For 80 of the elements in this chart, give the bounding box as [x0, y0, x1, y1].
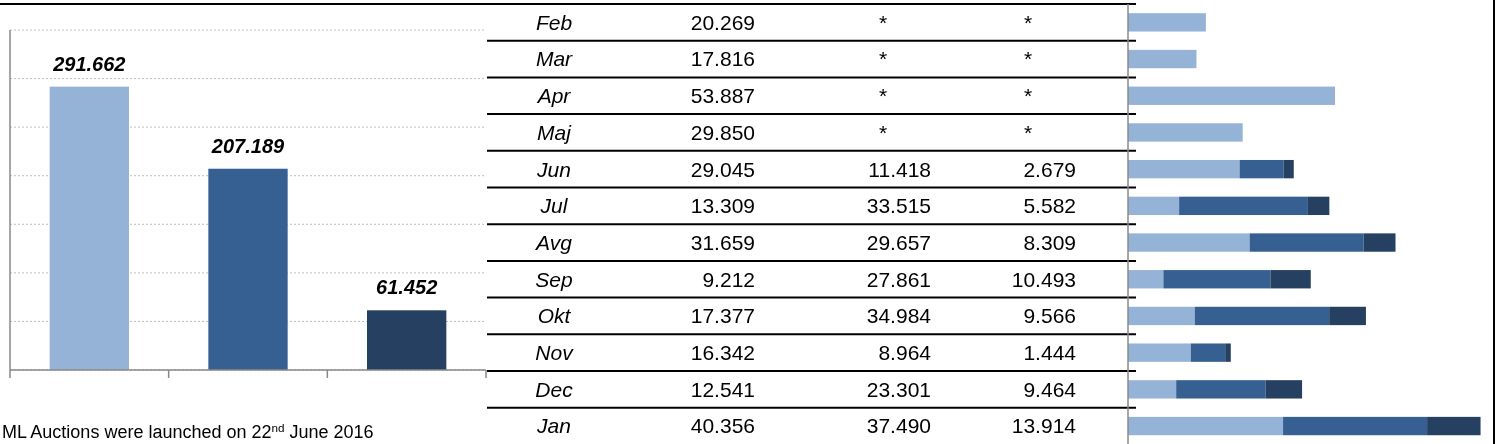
data-label: 8.309 [1023, 230, 1076, 254]
text: * [1023, 10, 1033, 34]
bar [1194, 306, 1330, 326]
bar [1128, 123, 1243, 142]
bar [1179, 196, 1308, 216]
data-label: 16.342 [690, 341, 755, 364]
bar [1128, 343, 1191, 362]
data-label: 31.659 [690, 230, 755, 254]
y-tick-label: Jul [539, 194, 569, 218]
y-tick-label: Feb [535, 10, 573, 34]
text: * [1023, 84, 1033, 108]
bar [1307, 196, 1330, 216]
bar [1128, 49, 1197, 69]
text: * [878, 47, 888, 71]
bar [1128, 306, 1195, 326]
data-label: 9.464 [1023, 377, 1077, 401]
data-label: 9.212 [702, 267, 755, 291]
bar [1283, 159, 1294, 179]
y-tick-label: Sep [535, 267, 573, 291]
bar [1128, 86, 1336, 105]
y-tick-label: Dec [535, 377, 574, 401]
data-label: 34.984 [866, 304, 932, 328]
bar [1163, 270, 1271, 289]
bar [1363, 233, 1396, 252]
data-label: 17.816 [690, 47, 755, 71]
data-label: 1.444 [1023, 341, 1077, 364]
data-label: 2.679 [1023, 157, 1076, 181]
text: * [1023, 120, 1033, 144]
data-label: 53.887 [690, 84, 755, 108]
bar [1427, 416, 1481, 436]
bar [1128, 13, 1206, 32]
text: * [1023, 47, 1033, 71]
bar [1225, 343, 1231, 362]
data-label: 37.490 [866, 414, 931, 438]
data-label: 13.914 [1011, 414, 1077, 438]
y-tick-label: Nov [535, 341, 575, 364]
bar [1190, 343, 1226, 362]
data-label: 20.269 [690, 10, 755, 34]
data-label: 11.418 [868, 157, 931, 181]
data-label: 9.566 [1023, 304, 1076, 328]
y-tick-label: Avg [534, 230, 573, 254]
data-label: 207.189 [210, 134, 286, 157]
data-label: 13.309 [690, 194, 755, 218]
data-label: 17.377 [690, 304, 755, 328]
y-tick-label: Okt [537, 304, 572, 328]
bar [1329, 306, 1366, 326]
data-label: 5.582 [1023, 194, 1076, 218]
text: * [878, 10, 888, 34]
data-label: 27.861 [866, 267, 931, 291]
data-label: 8.964 [878, 341, 932, 364]
bar [1128, 196, 1180, 216]
bar [1249, 233, 1364, 252]
data-label: 40.356 [690, 414, 755, 438]
data-label: 29.657 [866, 230, 931, 254]
data-label: 29.045 [690, 157, 755, 181]
data-label: 29.850 [690, 120, 755, 144]
bar [1239, 159, 1284, 179]
data-label: 33.515 [866, 194, 931, 218]
data-label: 291.662 [52, 52, 126, 75]
data-label: 10.493 [1011, 267, 1076, 291]
bar [1270, 270, 1311, 289]
y-tick-label: Jun [536, 157, 571, 181]
y-tick-label: Apr [535, 84, 572, 108]
data-label: 12.541 [690, 377, 755, 401]
bar [1283, 416, 1428, 436]
y-tick-label: Maj [537, 120, 573, 144]
y-tick-label: Jan [536, 414, 571, 438]
data-label: 23.301 [866, 377, 931, 401]
text: * [878, 120, 888, 144]
bar [1176, 380, 1266, 399]
y-tick-label: Mar [535, 47, 574, 71]
bar [1265, 380, 1303, 399]
text: ML Auctions were launched on 22$^{nd}$ June 2016 [2, 420, 374, 442]
bar [1128, 270, 1164, 289]
data-label: 61.452 [376, 276, 438, 299]
bar [1128, 416, 1284, 436]
bar [1128, 159, 1240, 179]
text: * [878, 84, 888, 108]
bar [1128, 380, 1177, 399]
bar [1128, 233, 1250, 252]
